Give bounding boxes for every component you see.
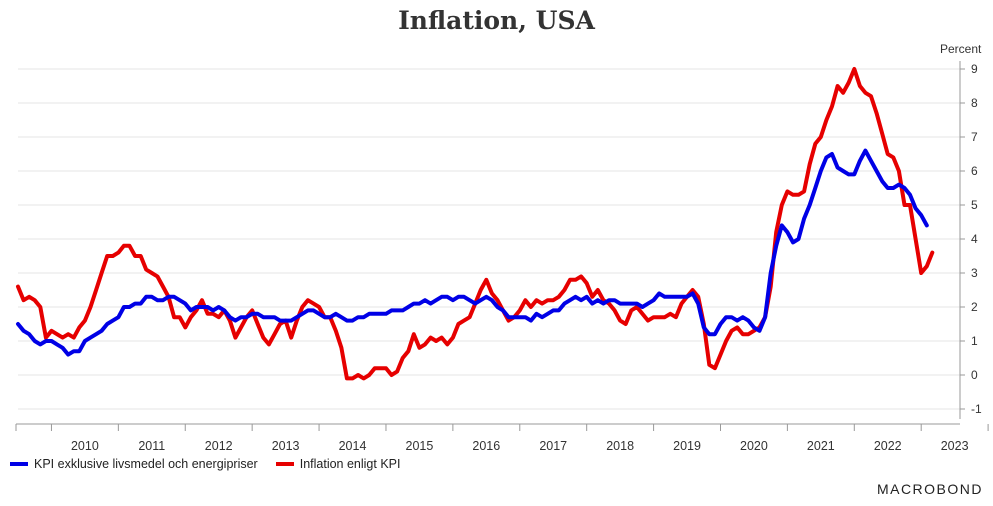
y-tick-label-2: 1	[971, 334, 978, 348]
series-line-headline	[16, 67, 935, 381]
x-tick-label-12: 2022	[874, 439, 902, 453]
chart-legend: KPI exklusive livsmedel och energipriser…	[10, 457, 418, 471]
x-tick-label-3: 2013	[272, 439, 300, 453]
y-tick-label-9: 8	[971, 96, 978, 110]
x-tick-label-9: 2019	[673, 439, 701, 453]
x-tick-label-6: 2016	[472, 439, 500, 453]
y-tick-label-4: 3	[971, 266, 978, 280]
x-axis: 2010 2011 2012 2013 2014 2015 2016 2017 2018 2019…	[15, 423, 989, 453]
y-tick-label-0: -1	[971, 402, 982, 416]
x-tick-label-11: 2021	[807, 439, 835, 453]
gridlines	[18, 68, 960, 410]
y-axis: -1 0 1 2 3 4 5 6 7 8 9 Percent	[940, 42, 982, 419]
legend-item-core: KPI exklusive livsmedel och energipriser	[10, 457, 258, 471]
x-tick-label-8: 2018	[606, 439, 634, 453]
legend-item-headline: Inflation enligt KPI	[275, 457, 401, 471]
legend-swatch-core	[10, 462, 28, 466]
x-tick-label-0: 2010	[71, 439, 99, 453]
legend-label-headline: Inflation enligt KPI	[299, 457, 401, 471]
x-tick-label-7: 2017	[539, 439, 567, 453]
y-tick-label-7: 6	[971, 164, 978, 178]
series-line-core	[16, 148, 929, 357]
y-tick-label-3: 2	[971, 300, 978, 314]
x-tick-label-5: 2015	[406, 439, 434, 453]
y-tick-label-8: 7	[971, 130, 978, 144]
x-tick-label-2: 2012	[205, 439, 233, 453]
y-tick-label-5: 4	[971, 232, 978, 246]
x-tick-label-1: 2011	[138, 439, 165, 453]
x-tick-label-13: 2023	[941, 439, 969, 453]
legend-swatch-headline	[275, 462, 294, 466]
y-tick-label-1: 0	[971, 368, 978, 382]
chart-title: Inflation, USA	[398, 6, 595, 35]
series-layer	[16, 67, 935, 381]
x-tick-label-4: 2014	[339, 439, 367, 453]
y-tick-label-6: 5	[971, 198, 978, 212]
y-tick-label-10: 9	[971, 62, 978, 76]
y-axis-label: Percent	[940, 42, 982, 56]
legend-label-core: KPI exklusive livsmedel och energipriser	[34, 457, 258, 471]
macrobond-logo: MACROBOND	[876, 481, 983, 497]
x-tick-label-10: 2020	[740, 439, 768, 453]
